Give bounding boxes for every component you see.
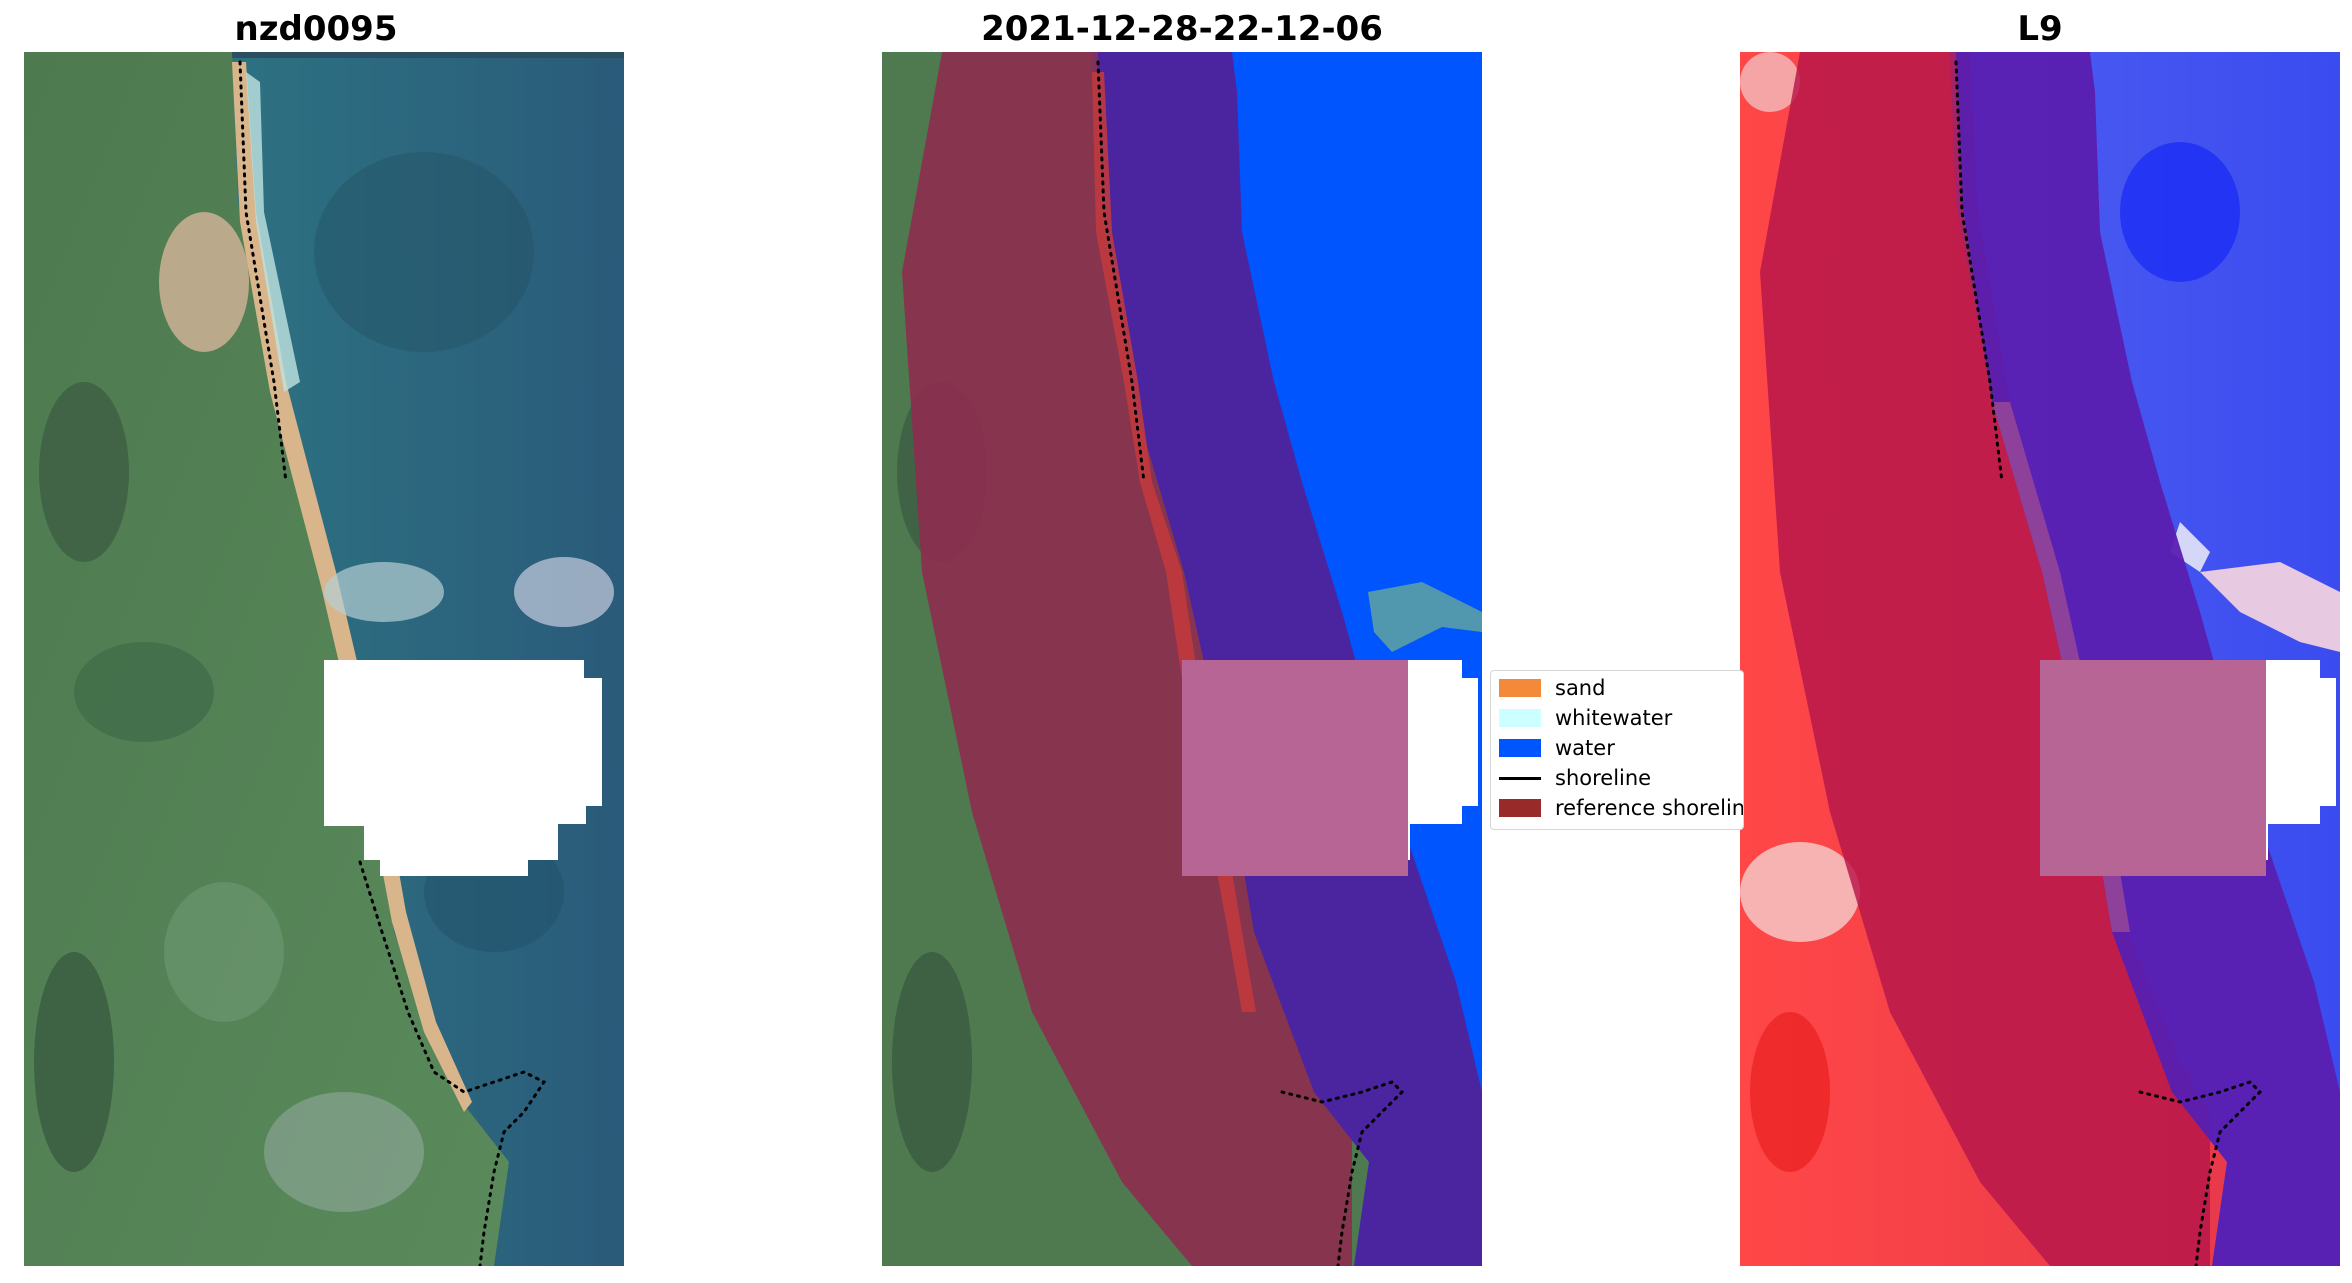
legend-label-shoreline: shoreline: [1555, 766, 1652, 790]
legend-label-sand: sand: [1555, 676, 1606, 700]
legend-label-whitewater: whitewater: [1555, 706, 1673, 730]
legend-swatch-whitewater: [1499, 709, 1541, 727]
legend-item-reference-shoreline: reference shoreline: [1499, 795, 1744, 821]
panel-title-rgb: nzd0095: [234, 9, 398, 49]
rgb-image-panel: [24, 52, 624, 1266]
legend-swatch-sand: [1499, 679, 1541, 697]
legend-item-whitewater: whitewater: [1499, 705, 1672, 731]
index-image-panel: [1740, 52, 2340, 1266]
classified-image-panel: [882, 52, 1482, 1266]
panel-title-index: L9: [2017, 9, 2063, 49]
index-overlay-image: [1740, 52, 2340, 1266]
rgb-satellite-image: [24, 52, 624, 1266]
legend-swatch-shoreline: [1499, 776, 1541, 780]
legend-label-water: water: [1555, 736, 1615, 760]
classification-legend: sand whitewater water shoreline referenc…: [1490, 670, 1744, 830]
legend-item-water: water: [1499, 735, 1615, 761]
legend-label-reference-shoreline: reference shoreline: [1555, 796, 1744, 820]
classified-overlay-image: [882, 52, 1482, 1266]
panel-title-classified: 2021-12-28-22-12-06: [981, 9, 1383, 49]
legend-swatch-reference-shoreline: [1499, 799, 1541, 817]
legend-item-sand: sand: [1499, 675, 1605, 701]
legend-swatch-water: [1499, 739, 1541, 757]
legend-item-shoreline: shoreline: [1499, 765, 1651, 791]
